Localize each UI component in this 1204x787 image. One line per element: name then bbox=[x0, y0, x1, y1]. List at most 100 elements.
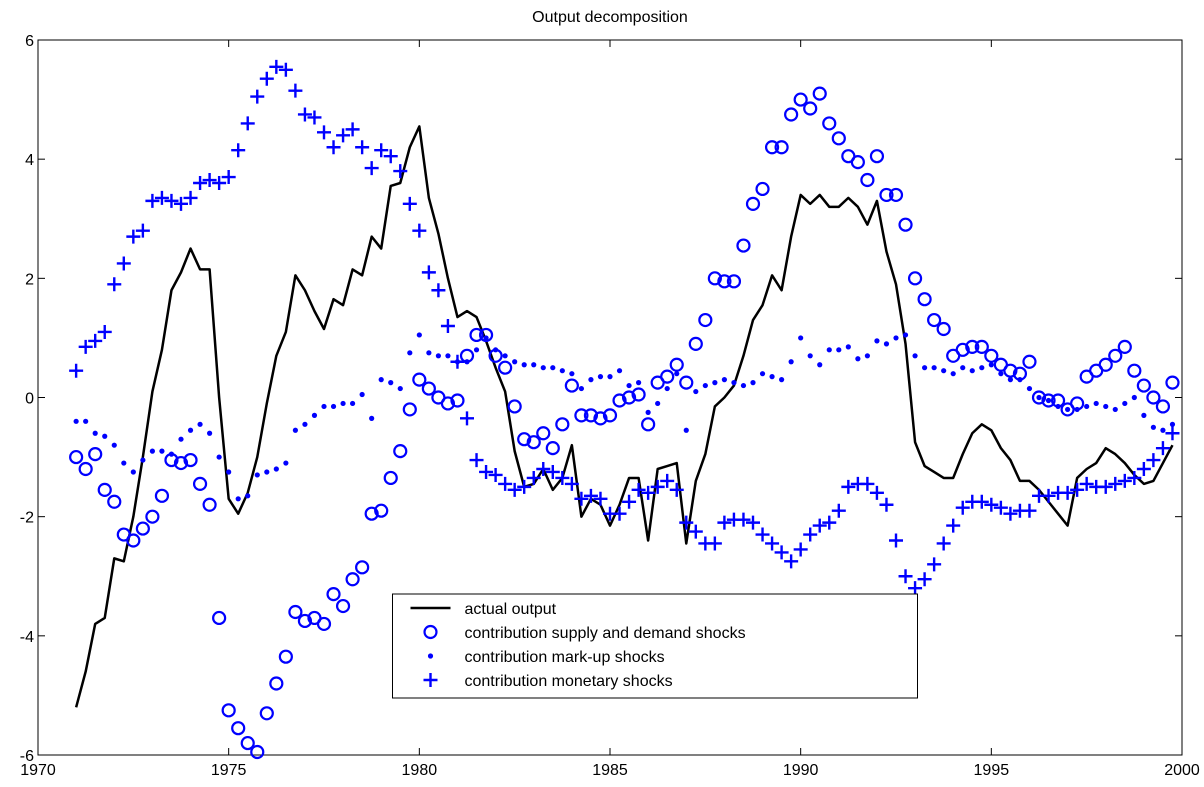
dot-marker bbox=[645, 409, 651, 415]
x-tick-label: 1990 bbox=[783, 762, 819, 779]
dot-marker bbox=[330, 403, 337, 410]
dot-marker bbox=[759, 371, 766, 377]
circle-marker bbox=[745, 196, 761, 211]
circle-marker bbox=[574, 408, 589, 423]
dot-marker bbox=[1093, 400, 1099, 407]
plus-marker bbox=[812, 518, 827, 533]
plus-marker bbox=[1098, 479, 1113, 494]
plus-marker bbox=[240, 116, 255, 131]
circle-marker bbox=[755, 181, 770, 197]
plus-marker bbox=[746, 515, 760, 530]
dot-marker bbox=[569, 371, 575, 377]
plus-marker bbox=[345, 122, 360, 137]
plus-marker bbox=[583, 488, 598, 503]
plus-marker bbox=[545, 464, 560, 479]
plus-marker bbox=[145, 193, 160, 208]
plus-marker bbox=[183, 190, 198, 205]
dot-marker bbox=[1084, 403, 1090, 410]
plus-marker bbox=[822, 515, 837, 530]
circle-marker bbox=[1146, 390, 1161, 405]
plus-marker bbox=[193, 176, 208, 190]
circle-marker bbox=[850, 155, 865, 170]
plus-marker bbox=[879, 497, 894, 512]
legend-label: contribution supply and demand shocks bbox=[465, 625, 746, 642]
dot-marker bbox=[397, 385, 403, 392]
dot-marker bbox=[1026, 385, 1033, 392]
dot-marker bbox=[941, 368, 947, 374]
plus-marker bbox=[488, 467, 503, 482]
circle-marker bbox=[955, 342, 970, 357]
dot-marker bbox=[845, 344, 851, 350]
plus-marker bbox=[250, 89, 265, 104]
circle-marker bbox=[135, 521, 150, 536]
plus-marker bbox=[612, 506, 627, 521]
plus-marker bbox=[793, 542, 808, 557]
plus-marker bbox=[860, 476, 875, 491]
circle-marker bbox=[688, 336, 703, 351]
dot-marker bbox=[340, 400, 346, 407]
plus-marker bbox=[135, 223, 150, 238]
circle-marker bbox=[764, 140, 780, 155]
plus-marker bbox=[355, 140, 370, 155]
plus-marker bbox=[317, 125, 331, 140]
y-tick-label: -4 bbox=[20, 629, 34, 646]
dot-marker bbox=[616, 368, 623, 374]
circle-marker bbox=[421, 381, 436, 396]
circle-marker bbox=[383, 470, 398, 486]
dot-marker bbox=[378, 377, 384, 383]
circle-marker bbox=[192, 476, 208, 491]
dot-marker bbox=[350, 400, 356, 407]
plus-marker bbox=[154, 190, 169, 205]
plus-marker bbox=[526, 470, 541, 485]
circle-marker bbox=[974, 339, 989, 354]
circle-marker bbox=[402, 402, 417, 417]
plus-marker bbox=[174, 196, 188, 211]
plus-marker bbox=[869, 485, 884, 500]
dot-marker bbox=[893, 335, 899, 341]
dot-marker bbox=[92, 430, 98, 436]
dot-marker bbox=[283, 460, 289, 466]
circle-marker bbox=[469, 327, 484, 343]
plus-marker bbox=[212, 176, 227, 190]
circle-marker bbox=[154, 488, 170, 503]
circle-marker bbox=[145, 509, 160, 524]
plus-marker bbox=[889, 533, 903, 548]
circle-marker bbox=[641, 417, 656, 432]
circle-marker bbox=[478, 327, 494, 343]
plus-marker bbox=[1136, 462, 1151, 476]
dot-marker bbox=[1007, 377, 1014, 383]
plus-marker bbox=[898, 569, 913, 584]
plus-marker bbox=[669, 482, 684, 497]
circle-marker bbox=[898, 217, 913, 232]
legend-label: actual output bbox=[465, 601, 557, 618]
dot-marker bbox=[302, 421, 308, 427]
circle-marker bbox=[259, 706, 274, 721]
plus-marker bbox=[164, 193, 179, 208]
plus-marker bbox=[688, 524, 703, 539]
circle-marker bbox=[1108, 348, 1123, 363]
dot-marker bbox=[817, 362, 823, 368]
circle-marker bbox=[345, 572, 360, 587]
dot-marker bbox=[521, 362, 527, 368]
circle-marker bbox=[326, 587, 341, 602]
plus-marker bbox=[765, 536, 780, 551]
plus-marker bbox=[412, 223, 427, 238]
dot-marker bbox=[168, 451, 175, 457]
plus-marker bbox=[574, 491, 589, 506]
dot-marker bbox=[102, 433, 108, 439]
circle-marker bbox=[965, 339, 980, 354]
plus-marker bbox=[431, 283, 446, 298]
circle-marker bbox=[707, 271, 722, 286]
circle-marker bbox=[660, 369, 675, 384]
plus-marker bbox=[374, 143, 389, 158]
dot-marker bbox=[321, 403, 327, 410]
dot-marker bbox=[855, 356, 861, 362]
circle-marker bbox=[202, 497, 217, 512]
dot-marker bbox=[130, 469, 136, 475]
plus-marker bbox=[841, 479, 856, 494]
circle-marker bbox=[498, 360, 513, 375]
circle-marker bbox=[97, 482, 112, 497]
dot-marker bbox=[512, 359, 518, 365]
circle-marker bbox=[1003, 363, 1018, 378]
dot-marker bbox=[1103, 403, 1109, 410]
